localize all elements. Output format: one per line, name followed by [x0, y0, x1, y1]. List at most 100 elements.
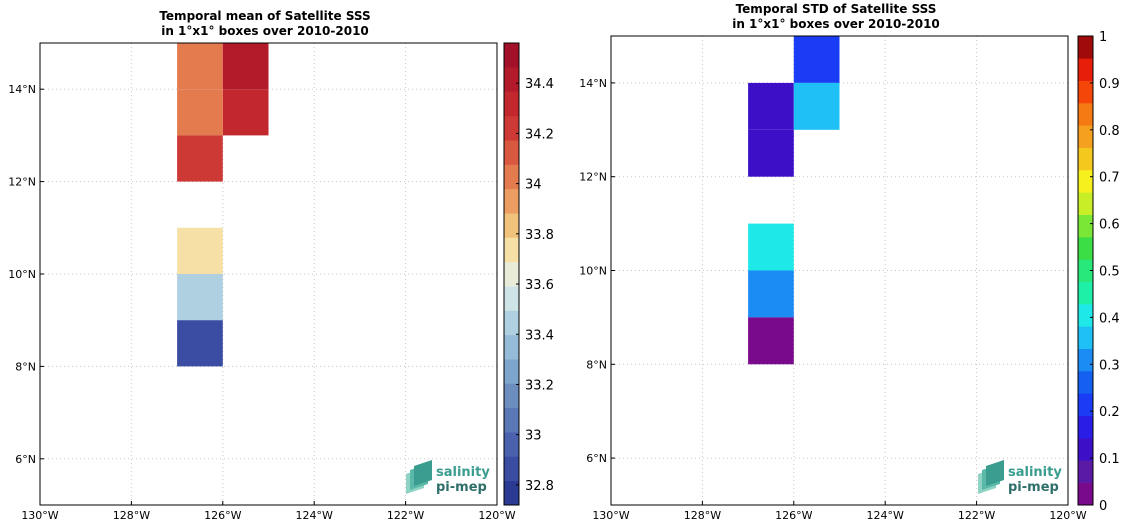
colorbar-segment — [1078, 147, 1093, 171]
colorbar-segment — [1078, 36, 1093, 59]
colorbar-tick-label: 33 — [525, 429, 542, 444]
colorbar-tick-label: 0.1 — [1099, 452, 1120, 467]
colorbar-tick-label: 32.8 — [525, 479, 554, 494]
colorbar-segment — [1078, 214, 1093, 238]
data-cell — [748, 129, 794, 177]
x-tick-label: 128°W — [684, 509, 721, 522]
std-chart-title-line2: in 1°x1° boxes over 2010-2010 — [732, 17, 940, 31]
colorbar-segment — [1078, 170, 1093, 193]
data-cell — [222, 89, 269, 136]
y-tick-label: 6°N — [586, 452, 607, 465]
y-tick-label: 10°N — [8, 268, 36, 281]
colorbar-tick-label: 0.6 — [1099, 218, 1120, 233]
colorbar-tick-label: 0.9 — [1099, 77, 1120, 92]
colorbar-tick-label: 0.4 — [1099, 311, 1120, 326]
salinity-pi-mep-logo: salinity pi-mep — [406, 460, 490, 495]
data-cell — [222, 43, 269, 90]
data-cell — [748, 82, 794, 130]
std-chart-title-line1: Temporal STD of Satellite SSS — [736, 2, 937, 16]
colorbar-segment — [1078, 281, 1093, 305]
logo-pimep-text: pi-mep — [436, 480, 487, 495]
colorbar-segment — [504, 456, 519, 481]
colorbar-segment — [1078, 192, 1093, 215]
colorbar-segment — [504, 140, 519, 165]
colorbar-segment — [1078, 326, 1093, 349]
colorbar-segment — [504, 334, 519, 360]
colorbar-tick-label: 0.5 — [1099, 265, 1120, 280]
y-tick-label: 10°N — [579, 265, 607, 278]
x-tick-label: 122°W — [958, 509, 995, 522]
colorbar-segment — [504, 43, 519, 68]
colorbar-segment — [504, 480, 519, 506]
x-tick-label: 126°W — [775, 509, 812, 522]
data-cell — [177, 274, 223, 321]
colorbar-tick-label: 0.8 — [1099, 124, 1120, 139]
x-tick-label: 120°W — [478, 509, 515, 522]
data-cell — [748, 223, 794, 271]
colorbar-segment — [1078, 80, 1093, 104]
colorbar-segment — [504, 261, 519, 287]
y-tick-label: 6°N — [15, 453, 36, 466]
colorbar-segment — [504, 237, 519, 263]
mean-chart-title-line2: in 1°x1° boxes over 2010-2010 — [161, 24, 369, 38]
data-cell — [177, 43, 223, 90]
logo-layers-icon — [978, 460, 1004, 494]
colorbar-segment — [1078, 125, 1093, 148]
x-tick-label: 120°W — [1049, 509, 1086, 522]
logo-salinity-text: salinity — [1008, 465, 1062, 480]
colorbar-segment — [504, 432, 519, 457]
colorbar-segment — [504, 164, 519, 190]
colorbar-tick-label: 34.2 — [525, 127, 554, 142]
logo-salinity-text: salinity — [436, 465, 490, 480]
colorbar-segment — [1078, 482, 1093, 506]
colorbar-segment — [504, 310, 519, 336]
y-tick-label: 12°N — [579, 171, 607, 184]
std-colorbar: 0 0.1 0.2 0.3 0.4 0.5 0.6 0.7 0.8 0.9 1 — [1077, 30, 1120, 514]
colorbar-segment — [504, 407, 519, 433]
colorbar-tick-label: 34.4 — [525, 77, 554, 92]
colorbar-tick-label: 33.8 — [525, 228, 554, 243]
colorbar-segment — [504, 188, 519, 214]
mean-sss-panel: Temporal mean of Satellite SSS in 1°x1° … — [8, 9, 554, 522]
x-tick-label: 124°W — [296, 509, 333, 522]
x-tick-label: 130°W — [21, 509, 58, 522]
logo-layers-icon — [406, 460, 432, 494]
colorbar-segment — [504, 359, 519, 384]
data-cell — [177, 89, 223, 136]
std-plot-area: 130°W 128°W 126°W 124°W 122°W 120°W 6°N 8°N 10°N… — [579, 35, 1087, 522]
data-cell — [793, 82, 840, 130]
colorbar-segment — [1078, 393, 1093, 416]
colorbar-segment — [504, 67, 519, 92]
y-tick-label: 8°N — [15, 360, 36, 373]
colorbar-segment — [504, 286, 519, 311]
data-cell — [177, 227, 223, 274]
colorbar-segment — [1078, 237, 1093, 260]
y-tick-label: 14°N — [8, 83, 36, 96]
data-cell — [793, 36, 840, 83]
x-tick-label: 126°W — [204, 509, 241, 522]
mean-plot-area: 130°W 128°W 126°W 124°W 122°W 120°W 6°N 8°N 10°N… — [8, 42, 516, 522]
std-sss-panel: Temporal STD of Satellite SSS in 1°x1° b… — [579, 2, 1119, 522]
colorbar-segment — [1078, 103, 1093, 126]
colorbar-segment — [1078, 438, 1093, 461]
colorbar-segment — [1078, 58, 1093, 81]
colorbar-segment — [504, 91, 519, 117]
colorbar-tick-label: 33.2 — [525, 378, 554, 393]
data-cell — [748, 317, 794, 365]
x-tick-label: 130°W — [592, 509, 629, 522]
logo-pimep-text: pi-mep — [1008, 480, 1059, 495]
data-cell — [177, 320, 223, 367]
colorbar-segment — [1078, 371, 1093, 394]
salinity-pi-mep-logo: salinity pi-mep — [978, 460, 1062, 495]
x-tick-label: 122°W — [387, 509, 424, 522]
colorbar-tick-label: 34 — [525, 178, 542, 193]
colorbar-segment — [1078, 415, 1093, 439]
colorbar-tick-label: 33.4 — [525, 328, 554, 343]
y-tick-label: 8°N — [586, 358, 607, 371]
x-tick-label: 128°W — [113, 509, 150, 522]
mean-chart-title-line1: Temporal mean of Satellite SSS — [159, 9, 370, 23]
colorbar-segment — [504, 115, 519, 141]
data-cell — [177, 135, 223, 182]
colorbar-segment — [1078, 348, 1093, 372]
